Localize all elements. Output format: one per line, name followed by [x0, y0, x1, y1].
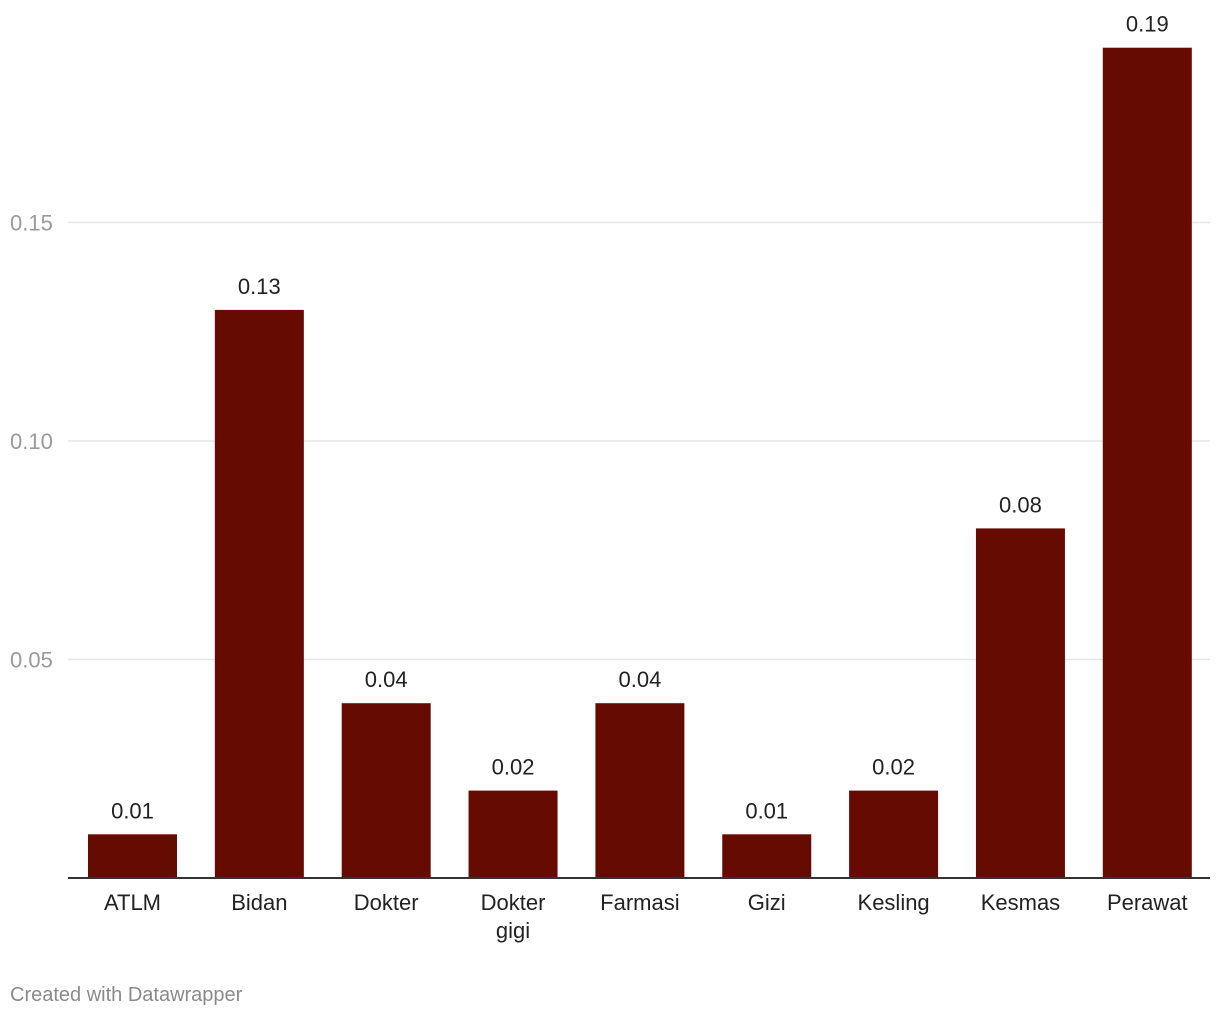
x-tick-label: gigi [496, 918, 530, 943]
x-tick-label: Bidan [231, 890, 287, 915]
bars [88, 47, 1192, 878]
y-tick-label: 0.15 [10, 211, 53, 236]
bar [341, 703, 431, 878]
x-tick-label: Kesling [858, 890, 930, 915]
bar [849, 790, 939, 878]
datawrapper-credit: Created with Datawrapper [10, 984, 243, 1006]
x-tick-label: Kesmas [981, 890, 1060, 915]
bar [1102, 47, 1192, 878]
value-labels: 0.01 0.13 0.04 0.02 0.04 0.01 0.02 0.08 0.19 [111, 12, 1169, 824]
data-label: 0.01 [745, 798, 788, 823]
x-tick-label: Farmasi [600, 890, 679, 915]
data-label: 0.02 [872, 755, 915, 780]
x-tick-label: Gizi [748, 890, 786, 915]
data-label: 0.08 [999, 492, 1042, 517]
y-tick-label: 0.10 [10, 429, 53, 454]
data-label: 0.13 [238, 274, 281, 299]
data-label: 0.04 [618, 667, 661, 692]
data-label: 0.04 [365, 667, 408, 692]
data-label: 0.01 [111, 798, 154, 823]
bar [88, 834, 177, 878]
x-tick-label: Perawat [1107, 890, 1188, 915]
bar [975, 528, 1065, 878]
bar [595, 703, 685, 878]
x-tick-label: ATLM [104, 890, 161, 915]
data-label: 0.19 [1126, 12, 1169, 37]
y-tick-label: 0.05 [10, 648, 53, 673]
x-tick-label: Dokter [481, 890, 546, 915]
data-label: 0.02 [492, 755, 535, 780]
x-tick-label: Dokter [354, 890, 419, 915]
x-axis: ATLM Bidan Dokter Dokter gigi Farmasi Gizi Kesl… [68, 877, 1210, 943]
bar [468, 790, 558, 878]
bar [722, 834, 812, 878]
bar [214, 309, 304, 878]
